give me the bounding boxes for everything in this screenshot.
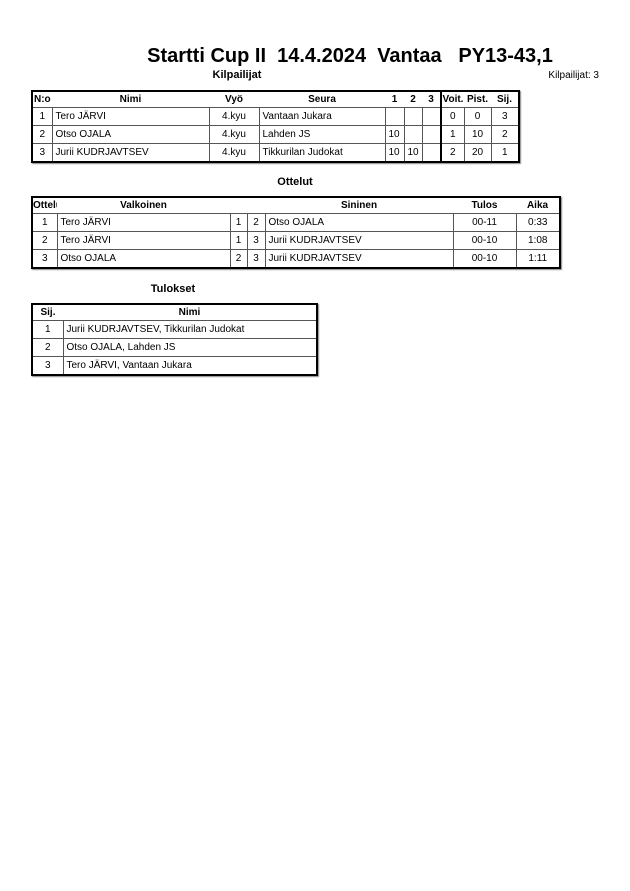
table-cell: 00-10	[452, 231, 517, 250]
table-cell: 2	[229, 249, 248, 269]
table-row: 1 Jurii KUDRJAVTSEV, Tikkurilan Judokat	[31, 320, 318, 339]
table-cell: Lahden JS	[258, 125, 386, 144]
table-cell: 4.kyu	[208, 143, 260, 163]
table-cell: 0	[440, 107, 465, 126]
table-cell: 10	[403, 143, 423, 163]
results-heading: Tulokset	[150, 283, 196, 295]
table-cell: 00-10	[452, 249, 517, 269]
col-belt: Vyö	[209, 91, 259, 108]
table-cell: 1:11	[515, 249, 561, 269]
table-cell	[421, 107, 442, 126]
table-cell: 10	[463, 125, 492, 144]
table-cell: 4.kyu	[208, 107, 260, 126]
matches-heading: Ottelut	[277, 176, 313, 188]
table-cell: Tero JÄRVI, Vantaan Jukara	[62, 356, 318, 376]
table-cell: 3	[246, 249, 266, 269]
col-rank: Sij.	[32, 304, 63, 321]
table-cell: Otso OJALA, Lahden JS	[62, 338, 318, 357]
table-cell: Tero JÄRVI	[56, 231, 231, 250]
table-row: 2 Otso OJALA, Lahden JS	[31, 338, 318, 357]
matches-table: Ottelu Valkoinen Sininen Tulos Aika 1Ter…	[31, 196, 561, 269]
table-cell: 1	[229, 213, 248, 232]
table-cell: Otso OJALA	[51, 125, 210, 144]
table-cell: 2	[490, 125, 520, 144]
table-cell: 1	[31, 213, 58, 232]
table-cell: 3	[31, 356, 64, 376]
table-cell: 10	[384, 143, 405, 163]
competitor-count: Kilpailijat: 3	[548, 70, 599, 81]
page-title: Startti Cup II 14.4.2024 Vantaa PY13-43,…	[147, 45, 553, 67]
competitors-table: N:o Nimi Vyö Seura 1 2 3 Voit. Pist. Sij…	[31, 90, 520, 163]
table-cell: Jurii KUDRJAVTSEV	[264, 249, 454, 269]
competitors-heading: Kilpailijat	[212, 69, 262, 81]
table-cell	[403, 107, 423, 126]
table-cell: 2	[31, 338, 64, 357]
table-row: 3 Tero JÄRVI, Vantaan Jukara	[31, 356, 318, 376]
col-2: 2	[404, 91, 422, 108]
table-row: 3 Jurii KUDRJAVTSEV 4.kyu Tikkurilan Judoka…	[31, 143, 520, 163]
table-cell: 10	[384, 125, 405, 144]
table-row: 1 Tero JÄRVI 1 2 Otso OJALA 00-11 0:33	[31, 213, 561, 232]
table-cell	[421, 125, 442, 144]
col-match: Ottelu	[32, 197, 57, 214]
table-cell: Jurii KUDRJAVTSEV, Tikkurilan Judokat	[62, 320, 318, 339]
table-cell: Otso OJALA	[264, 213, 454, 232]
table-cell: 1	[440, 125, 465, 144]
col-blue: Sininen	[265, 197, 453, 214]
col-time: Aika	[516, 197, 560, 214]
table-cell	[384, 107, 405, 126]
table-cell: Jurii KUDRJAVTSEV	[264, 231, 454, 250]
table-cell: 1	[31, 107, 53, 126]
table-cell: 2	[440, 143, 465, 163]
col-name: Nimi	[63, 304, 317, 321]
table-row: 1 Tero JÄRVI 4.kyu Vantaan Jukara 0 0 3	[31, 107, 520, 126]
header-row: N:o Nimi Vyö Seura 1 2 3 Voit. Pist. Sij…	[32, 91, 519, 108]
table-row: 2 Otso OJALA 4.kyu Lahden JS 10 1 10 2	[31, 125, 520, 144]
header-row: Ottelu Valkoinen Sininen Tulos Aika	[32, 197, 560, 214]
col-points: Pist.	[464, 91, 491, 108]
table-cell: 1	[229, 231, 248, 250]
table-cell: 2	[246, 213, 266, 232]
table-cell: 00-11	[452, 213, 517, 232]
table-cell: 1	[31, 320, 64, 339]
table-cell: 3	[490, 107, 520, 126]
col-white: Valkoinen	[57, 197, 230, 214]
header-row: Sij. Nimi	[32, 304, 317, 321]
table-cell: 3	[246, 231, 266, 250]
table-cell: 4.kyu	[208, 125, 260, 144]
table-cell: 3	[31, 143, 53, 163]
table-row: 2 Tero JÄRVI 1 3 Jurii KUDRJAVTSEV 00-10 1:08	[31, 231, 561, 250]
table-cell: 2	[31, 125, 53, 144]
col-name: Nimi	[52, 91, 209, 108]
col-1: 1	[385, 91, 404, 108]
table-cell: 1	[490, 143, 520, 163]
table-cell: Tero JÄRVI	[51, 107, 210, 126]
col-no: N:o	[32, 91, 52, 108]
table-cell: 3	[31, 249, 58, 269]
table-cell: Tero JÄRVI	[56, 213, 231, 232]
table-cell: 0:33	[515, 213, 561, 232]
table-cell	[403, 125, 423, 144]
table-cell: Otso OJALA	[56, 249, 231, 269]
table-cell: 20	[463, 143, 492, 163]
col-club: Seura	[259, 91, 385, 108]
col-result: Tulos	[453, 197, 516, 214]
table-cell: Jurii KUDRJAVTSEV	[51, 143, 210, 163]
table-cell: 2	[31, 231, 58, 250]
table-cell	[421, 143, 442, 163]
table-row: 3 Otso OJALA 2 3 Jurii KUDRJAVTSEV 00-10 1:11	[31, 249, 561, 269]
table-cell: 1:08	[515, 231, 561, 250]
table-cell: Tikkurilan Judokat	[258, 143, 386, 163]
table-cell: 0	[463, 107, 492, 126]
col-rank: Sij.	[491, 91, 519, 108]
col-3: 3	[422, 91, 441, 108]
results-table: Sij. Nimi 1 Jurii KUDRJAVTSEV, Tikkurilan…	[31, 303, 318, 376]
col-wins: Voit.	[440, 91, 464, 108]
table-cell: Vantaan Jukara	[258, 107, 386, 126]
